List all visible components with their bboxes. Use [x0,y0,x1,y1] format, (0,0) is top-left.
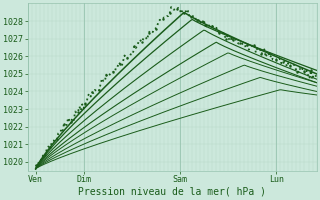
X-axis label: Pression niveau de la mer( hPa ): Pression niveau de la mer( hPa ) [78,187,266,197]
